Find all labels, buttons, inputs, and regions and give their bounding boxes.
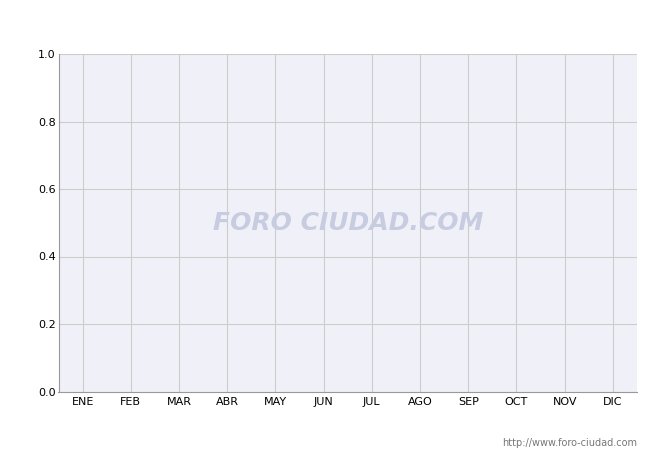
Text: FORO CIUDAD.COM: FORO CIUDAD.COM	[213, 211, 483, 235]
Text: Matriculaciones de Vehiculos en Guijo de Ávila: Matriculaciones de Vehiculos en Guijo de…	[133, 21, 517, 42]
Text: http://www.foro-ciudad.com: http://www.foro-ciudad.com	[502, 438, 637, 448]
